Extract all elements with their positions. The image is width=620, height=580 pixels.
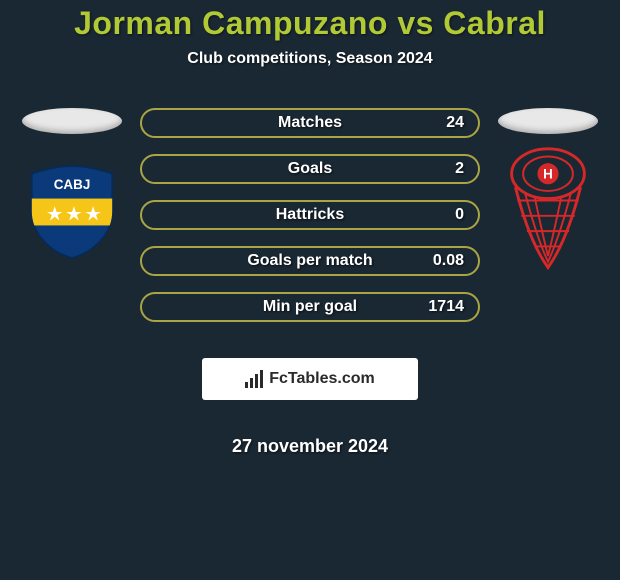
date-text: 27 november 2024	[232, 436, 388, 457]
stat-value: 1714	[428, 298, 464, 316]
stat-row-goals: Goals 2	[140, 154, 480, 184]
comparison-title: Jorman Campuzano vs Cabral	[74, 5, 546, 42]
comparison-card: Jorman Campuzano vs Cabral Club competit…	[0, 0, 620, 457]
left-player-col: CABJ	[12, 108, 132, 260]
left-club-badge: CABJ	[24, 164, 120, 260]
stat-row-hattricks: Hattricks 0	[140, 200, 480, 230]
fctables-logo[interactable]: FcTables.com	[202, 358, 418, 400]
right-player-placeholder	[498, 108, 598, 134]
stat-label: Matches	[142, 114, 478, 132]
stat-row-matches: Matches 24	[140, 108, 480, 138]
svg-text:CABJ: CABJ	[54, 177, 91, 192]
stat-value: 0.08	[433, 252, 464, 270]
stat-label: Hattricks	[142, 206, 478, 224]
stat-value: 24	[446, 114, 464, 132]
stats-column: Matches 24 Goals 2 Hattricks 0 Goals per…	[140, 108, 480, 457]
logo-bars-icon	[245, 370, 263, 388]
stat-value: 0	[455, 206, 464, 224]
right-player-col: H	[488, 108, 608, 260]
stat-label: Goals	[142, 160, 478, 178]
right-club-badge: H	[500, 164, 596, 260]
left-player-placeholder	[22, 108, 122, 134]
comparison-subtitle: Club competitions, Season 2024	[187, 50, 432, 68]
stat-row-mpg: Min per goal 1714	[140, 292, 480, 322]
stat-label: Goals per match	[142, 252, 478, 270]
logo-text: FcTables.com	[269, 370, 375, 388]
main-row: CABJ Matches 24 Goals	[0, 108, 620, 457]
stat-value: 2	[455, 160, 464, 178]
svg-text:H: H	[543, 167, 553, 182]
stat-row-gpm: Goals per match 0.08	[140, 246, 480, 276]
